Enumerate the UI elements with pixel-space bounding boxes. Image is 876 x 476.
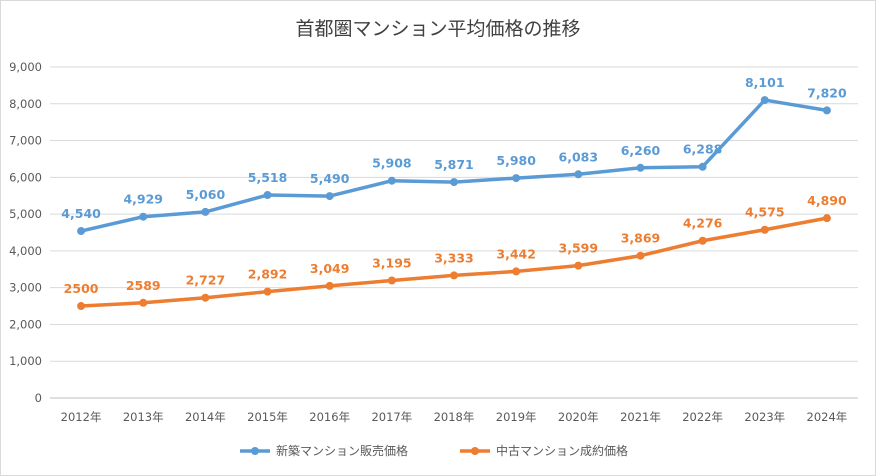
data-label: 8,101: [745, 75, 785, 90]
data-point: [822, 214, 831, 223]
data-point: [139, 212, 148, 221]
x-tick-label: 2016年: [309, 410, 350, 424]
data-label: 2500: [64, 281, 99, 296]
legend-marker: [471, 447, 479, 455]
data-label: 2,892: [248, 267, 288, 282]
data-point: [822, 106, 831, 115]
data-point: [636, 163, 645, 172]
data-point: [201, 293, 210, 302]
legend-label: 新築マンション販売価格: [276, 443, 408, 458]
y-tick-label: 7,000: [9, 134, 42, 148]
data-point: [574, 170, 583, 179]
data-label: 2,727: [186, 273, 226, 288]
data-point: [450, 271, 458, 280]
x-tick-label: 2019年: [496, 410, 537, 424]
y-tick-label: 6,000: [9, 170, 42, 184]
x-tick-label: 2017年: [371, 410, 412, 424]
data-point: [636, 251, 645, 260]
data-label: 7,820: [807, 85, 847, 100]
data-label: 2589: [126, 278, 161, 293]
data-point: [263, 287, 272, 296]
y-tick-label: 3,000: [9, 281, 42, 295]
data-point: [450, 178, 458, 187]
x-tick-label: 2024年: [807, 410, 848, 424]
data-point: [760, 225, 769, 234]
y-tick-label: 4,000: [9, 244, 42, 258]
data-point: [201, 207, 210, 216]
y-tick-label: 0: [35, 391, 42, 405]
data-point: [760, 96, 769, 105]
data-point: [77, 227, 86, 236]
data-label: 5,871: [434, 157, 474, 172]
data-point: [574, 261, 583, 270]
data-point: [387, 276, 396, 285]
data-label: 4,540: [61, 206, 101, 221]
data-label: 4,929: [123, 192, 163, 207]
data-label: 6,260: [621, 143, 661, 158]
legend-marker: [251, 447, 259, 455]
x-tick-label: 2021年: [620, 410, 661, 424]
data-point: [77, 302, 86, 311]
data-point: [139, 298, 148, 307]
x-tick-label: 2023年: [744, 410, 785, 424]
data-label: 3,333: [434, 250, 474, 265]
data-point: [263, 191, 272, 200]
data-point: [698, 162, 707, 171]
x-tick-label: 2015年: [247, 410, 288, 424]
data-label: 5,060: [186, 187, 226, 202]
data-label: 3,869: [621, 231, 661, 246]
data-label: 4,276: [683, 216, 723, 231]
data-label: 5,908: [372, 156, 412, 171]
x-tick-label: 2014年: [185, 410, 226, 424]
y-tick-label: 2,000: [9, 317, 42, 331]
data-point: [512, 174, 521, 183]
data-point: [698, 236, 707, 245]
legend-label: 中古マンション成約価格: [496, 443, 628, 458]
x-tick-label: 2013年: [123, 410, 164, 424]
y-tick-label: 1,000: [9, 354, 42, 368]
data-label: 5,490: [310, 171, 350, 186]
data-label: 6,288: [683, 142, 723, 157]
data-label: 3,195: [372, 255, 412, 270]
data-label: 3,442: [496, 246, 536, 261]
data-point: [512, 267, 521, 276]
data-point: [325, 192, 334, 201]
chart-title: 首都圏マンション平均価格の推移: [295, 18, 581, 40]
data-label: 5,518: [248, 170, 288, 185]
data-label: 5,980: [496, 153, 536, 168]
data-point: [325, 281, 334, 290]
data-point: [387, 176, 396, 185]
data-label: 3,599: [559, 241, 599, 256]
y-tick-label: 9,000: [9, 60, 42, 74]
data-label: 4,890: [807, 193, 847, 208]
data-label: 3,049: [310, 261, 350, 276]
x-tick-label: 2022年: [682, 410, 723, 424]
x-tick-label: 2020年: [558, 410, 599, 424]
y-tick-label: 8,000: [9, 97, 42, 111]
data-label: 6,083: [559, 149, 599, 164]
x-tick-label: 2018年: [434, 410, 475, 424]
x-tick-label: 2012年: [61, 410, 102, 424]
data-label: 4,575: [745, 205, 785, 220]
y-tick-label: 5,000: [9, 207, 42, 221]
